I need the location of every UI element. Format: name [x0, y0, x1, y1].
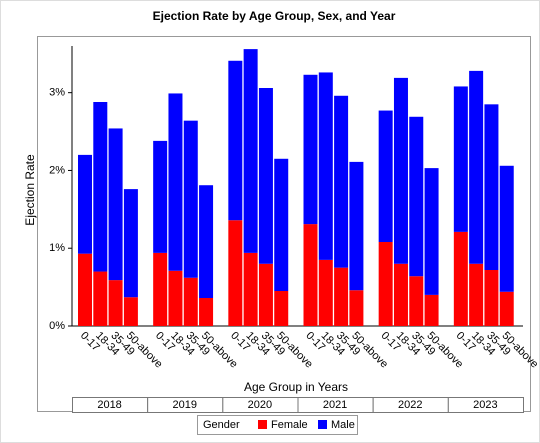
bar-segment	[168, 270, 183, 326]
bar-segment	[453, 86, 468, 232]
x-axis-title: Age Group in Years	[244, 380, 348, 394]
bar-segment	[393, 77, 408, 264]
bar-segment	[484, 104, 499, 270]
bar-segment	[258, 263, 273, 326]
legend-label: Female	[271, 419, 308, 431]
legend-label: Male	[331, 419, 355, 431]
bar-segment	[409, 116, 424, 277]
group-label: 2021	[323, 399, 347, 411]
group-cell	[447, 397, 525, 413]
bar-segment	[378, 242, 393, 326]
bar-segment	[183, 277, 198, 326]
bar-segment	[153, 140, 168, 253]
bar-segment	[228, 60, 243, 221]
bar-segment	[499, 291, 514, 326]
bar-segment	[199, 298, 214, 326]
chart-title: Ejection Rate by Age Group, Sex, and Yea…	[153, 9, 396, 23]
bar-segment	[349, 161, 364, 291]
group-label: 2019	[173, 399, 197, 411]
bar-segment	[78, 154, 92, 254]
bar-segment	[168, 93, 183, 271]
bar-segment	[349, 290, 364, 326]
bar-segment	[378, 110, 393, 242]
bar-segment	[108, 128, 123, 281]
legend-swatch	[318, 420, 327, 429]
bar-segment	[334, 267, 349, 326]
bar-segment	[318, 72, 333, 260]
bar-segment	[424, 294, 439, 326]
y-tick-label: 2%	[49, 164, 65, 176]
bar-segment	[153, 252, 168, 326]
bar-segment	[183, 120, 198, 278]
bar-segment	[484, 270, 499, 326]
group-label: 2018	[97, 399, 121, 411]
bar-segment	[199, 185, 214, 298]
group-label: 2020	[248, 399, 272, 411]
bar-segment	[453, 231, 468, 326]
bar-segment	[303, 224, 318, 326]
bar-segment	[78, 253, 92, 326]
bar-segment	[258, 88, 273, 264]
legend-title: Gender	[203, 419, 240, 431]
bar-segment	[108, 280, 123, 326]
legend-swatch	[258, 420, 267, 429]
bar-segment	[274, 158, 289, 291]
group-label: 2023	[473, 399, 497, 411]
bar-segment	[469, 70, 484, 264]
bar-segment	[274, 291, 289, 326]
bar-segment	[93, 271, 108, 326]
y-axis-title: Ejection Rate	[23, 154, 37, 226]
bar-segment	[499, 165, 514, 292]
bar-segment	[243, 49, 258, 253]
bar-segment	[469, 263, 484, 326]
bar-segment	[393, 263, 408, 326]
group-label: 2022	[398, 399, 422, 411]
bar-segment	[409, 276, 424, 326]
y-tick-label: 1%	[49, 242, 65, 254]
bar-segment	[318, 259, 333, 326]
bar-segment	[424, 168, 439, 295]
bar-segment	[123, 297, 138, 326]
y-tick-label: 0%	[49, 320, 65, 332]
bar-segment	[243, 252, 258, 326]
bar-segment	[93, 102, 108, 272]
bar-segment	[334, 95, 349, 268]
bar-segment	[228, 220, 243, 326]
legend-box	[197, 415, 358, 435]
bar-segment	[303, 74, 318, 225]
y-tick-label: 3%	[49, 87, 65, 99]
bar-segment	[123, 189, 138, 298]
